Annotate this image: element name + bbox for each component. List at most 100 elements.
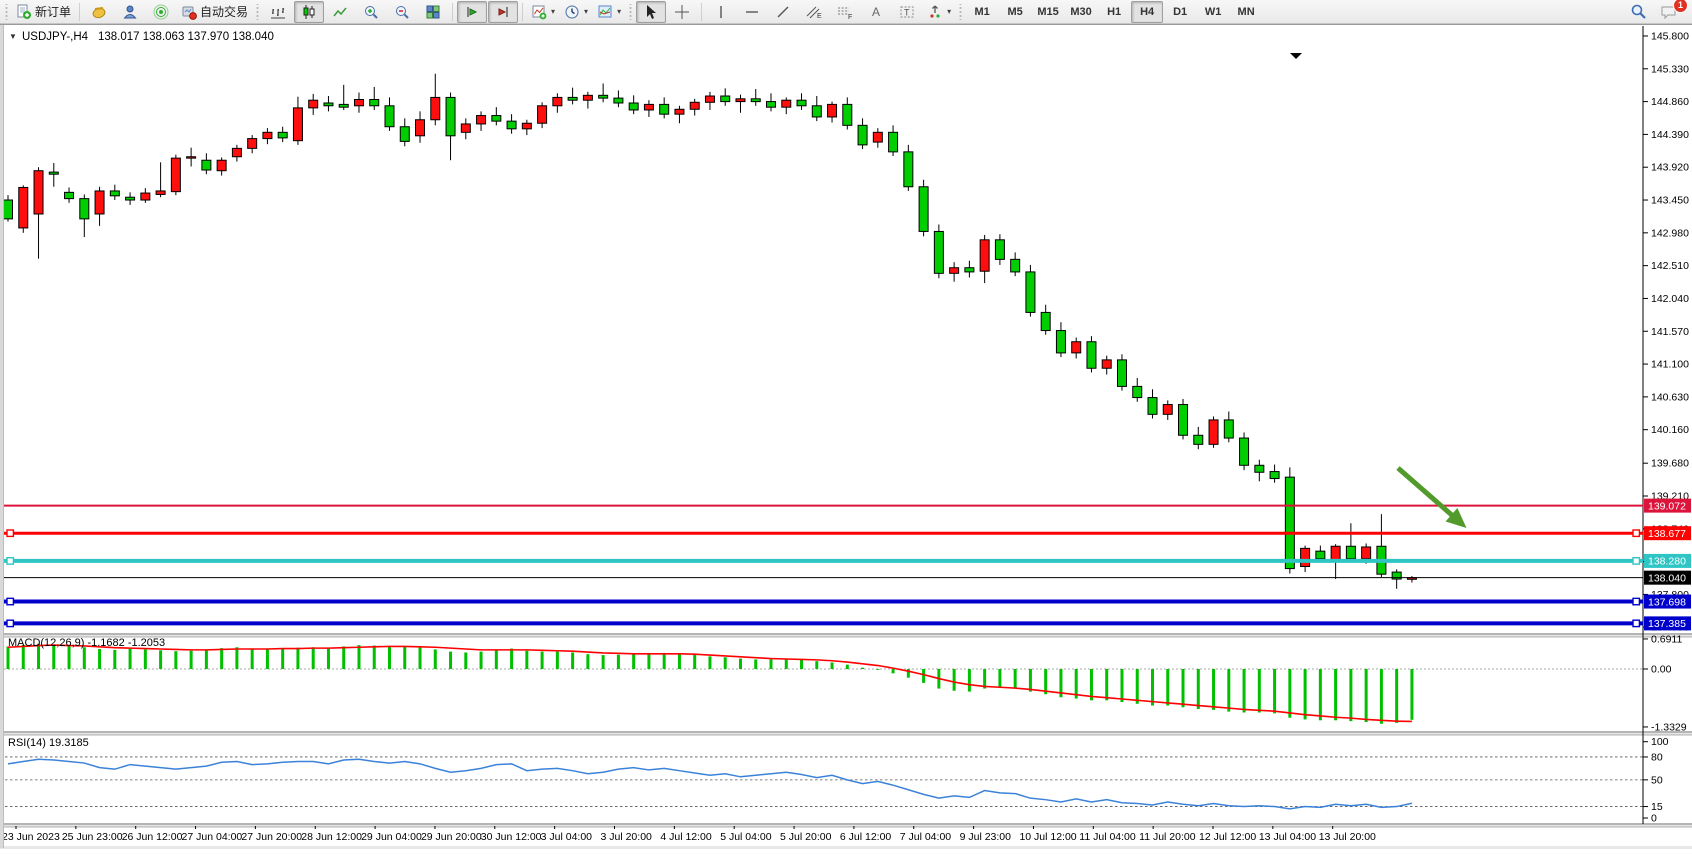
arrow-annotation[interactable] [1396, 466, 1457, 520]
new-order-button[interactable]: 新订单 [12, 1, 75, 23]
toolbar-grip[interactable] [255, 3, 261, 20]
timeframe-label: M30 [1070, 5, 1092, 18]
fibonacci-button[interactable]: F [830, 1, 860, 23]
time-axis-label: 9 Jul 23:00 [960, 831, 1012, 843]
timeframe-label: H4 [1140, 5, 1155, 18]
timeframe-m1-button[interactable]: M1 [966, 1, 998, 23]
gold-purse-icon [92, 6, 106, 18]
line-handle[interactable] [6, 619, 15, 628]
line-handle[interactable] [1632, 619, 1641, 628]
fibonacci-icon: F [838, 7, 852, 20]
timeframe-w1-button[interactable]: W1 [1197, 1, 1229, 23]
price-chart[interactable]: 145.800 145.330 144.860 144.390 143.920 143.4… [0, 25, 1692, 850]
line-chart-button[interactable] [325, 1, 355, 23]
new-order-label: 新订单 [35, 5, 72, 19]
timeframe-h1-button[interactable]: H1 [1098, 1, 1130, 23]
bar-chart-button[interactable] [263, 1, 293, 23]
price-line-badge [1644, 570, 1691, 585]
chat-button[interactable]: 1 [1654, 0, 1688, 23]
crosshair-button[interactable] [667, 1, 697, 23]
zoom-out-button[interactable] [387, 1, 417, 23]
line-handle[interactable] [1632, 529, 1641, 538]
zoom-in-button[interactable] [356, 1, 386, 23]
vertical-line-button[interactable] [706, 1, 736, 23]
time-axis-label: 13 Jul 04:00 [1259, 831, 1316, 843]
time-axis-label: 28 Jun 12:00 [301, 831, 362, 843]
timeframe-d1-button[interactable]: D1 [1164, 1, 1196, 23]
time-axis-label: 27 Jun 20:00 [241, 831, 302, 843]
indicators-icon [532, 5, 547, 19]
time-axis-label: 11 Jul 04:00 [1079, 831, 1136, 843]
community-button[interactable] [115, 1, 145, 23]
chat-unread-badge: 1 [1673, 0, 1688, 13]
line-handle[interactable] [6, 597, 15, 606]
clock-icon [565, 5, 579, 18]
tile-windows-icon [426, 5, 440, 18]
candlestick-chart-icon [303, 4, 315, 19]
price-line-badge-label: 138.677 [1648, 528, 1686, 540]
svg-text:A: A [872, 5, 880, 19]
auto-trading-icon [182, 6, 197, 20]
horizontal-line-button[interactable] [737, 1, 767, 23]
time-axis-label: 29 Jun 04:00 [361, 831, 422, 843]
macd-histogram [6, 643, 1414, 724]
auto-trading-button[interactable]: 自动交易 [177, 1, 252, 23]
timeframe-mn-button[interactable]: MN [1230, 1, 1262, 23]
line-handle[interactable] [6, 557, 15, 565]
time-axis-label: 6 Jul 12:00 [840, 831, 892, 843]
timeframe-m15-button[interactable]: M15 [1032, 1, 1064, 23]
toolbar-grip[interactable] [628, 3, 634, 20]
search-button[interactable] [1623, 1, 1653, 23]
signals-button[interactable] [146, 1, 176, 23]
chart-shift-marker [1290, 53, 1302, 59]
auto-scroll-button[interactable] [457, 0, 488, 23]
price-tick-label: 142.510 [1651, 260, 1689, 272]
chart-dropdown-icon[interactable]: ▼ [9, 32, 17, 41]
line-handle[interactable] [1632, 557, 1641, 565]
bar-chart-icon [271, 7, 286, 18]
chart-title-symbol: USDJPY-,H4 [22, 31, 89, 43]
arrows-button[interactable]: ▾ [923, 1, 955, 23]
line-handle[interactable] [1632, 597, 1641, 606]
periods-button[interactable]: ▾ [560, 1, 592, 23]
time-axis-label: 7 Jul 04:00 [900, 831, 952, 843]
timeframe-label: D1 [1173, 5, 1188, 18]
toolbar-grip[interactable] [4, 3, 9, 20]
auto-scroll-icon [467, 6, 478, 17]
cursor-button[interactable] [636, 0, 667, 23]
text-label-icon: T [900, 6, 914, 17]
equidistant-channel-button[interactable]: E [799, 1, 829, 23]
text-label-button[interactable]: T [892, 1, 922, 23]
price-line-badge-label: 139.072 [1648, 500, 1686, 512]
main-toolbar: 新订单 自动交易 [0, 0, 1692, 24]
trendline-button[interactable] [768, 1, 798, 23]
line-handle[interactable] [6, 529, 15, 538]
time-axis-label: 25 Jun 23:00 [62, 831, 123, 843]
candlestick-chart-button[interactable] [294, 0, 325, 23]
timeframe-m5-button[interactable]: M5 [999, 1, 1031, 23]
timeframe-h4-button[interactable]: H4 [1131, 0, 1164, 23]
tile-windows-button[interactable] [418, 1, 448, 23]
time-axis-label: 27 Jun 04:00 [182, 831, 243, 843]
macd-signal-line [7, 644, 1412, 723]
rsi-tick-label: 80 [1651, 751, 1663, 763]
separator [522, 2, 524, 21]
zoom-in-icon [365, 5, 378, 19]
toolbar-grip[interactable] [958, 3, 964, 20]
time-axis-label: 3 Jul 04:00 [541, 831, 593, 843]
indicators-button[interactable]: ▾ [527, 1, 559, 23]
templates-button[interactable]: ▾ [593, 1, 625, 23]
market-watch-button[interactable] [84, 1, 114, 23]
text-button[interactable]: A [861, 1, 891, 23]
price-tick-label: 142.040 [1651, 293, 1689, 305]
price-line-badge-label: 138.040 [1648, 572, 1686, 584]
timeframe-m30-button[interactable]: M30 [1065, 1, 1097, 23]
community-person-icon [123, 5, 137, 18]
chart-shift-button[interactable] [488, 0, 519, 23]
channel-icon: E [806, 6, 822, 20]
time-axis-label: 5 Jul 20:00 [780, 831, 832, 843]
arrow-annotation-head[interactable] [1445, 508, 1467, 528]
timeframe-label: W1 [1204, 5, 1222, 18]
price-tick-label: 141.570 [1651, 326, 1689, 338]
price-tick-label: 143.920 [1651, 162, 1689, 174]
